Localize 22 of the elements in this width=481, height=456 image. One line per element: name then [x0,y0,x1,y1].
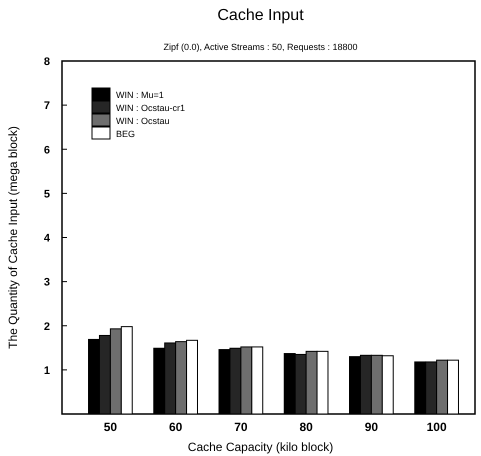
y-tick-label: 4 [44,232,51,244]
y-tick-label: 7 [44,100,50,112]
y-tick-label: 2 [44,320,50,333]
chart-title: Cache Input [217,7,304,24]
y-tick-label: 5 [44,188,50,200]
legend-label: WIN : Mu=1 [116,90,164,100]
x-tick-label: 100 [426,420,447,434]
y-axis-title: The Quantity of Cache Input (mega block) [6,126,20,349]
y-tick-label: 8 [44,56,50,68]
y-tick-label: 6 [44,144,50,156]
x-axis-title: Cache Capacity (kilo block) [188,440,334,454]
y-tick-label: 1 [44,364,50,377]
y-tick-label: 3 [44,276,50,289]
x-tick-label: 50 [104,420,118,434]
chart-subtitle: Zipf (0.0), Active Streams : 50, Requests : 18800 [163,42,358,52]
x-tick-label: 60 [168,420,183,434]
x-tick-label: 70 [234,420,248,434]
x-tick-label: 90 [364,420,378,434]
x-tick-label: 80 [299,420,314,434]
legend-label: BEG [116,129,136,139]
legend-label: WIN : Ocstau-cr1 [116,103,186,113]
legend-label: WIN : Ocstau [116,116,170,126]
